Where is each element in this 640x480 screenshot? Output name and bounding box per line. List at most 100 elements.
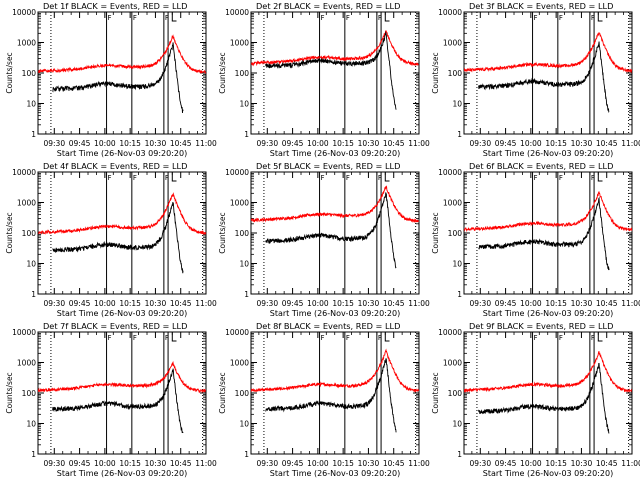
y-tick-label: 100 [448,389,463,398]
x-axis-label: Start Time (26-Nov-03 09:20:20) [270,469,400,478]
y-tick-label: 100 [235,69,250,78]
x-axis-label: Start Time (26-Nov-03 09:20:20) [483,309,613,318]
x-tick-label: 10:00 [520,299,542,308]
flag-marker-label: F [378,334,382,342]
panel-det-4: Det 4f BLACK = Events, RED = LLD 1 10 100 10… [5,161,217,318]
flag-marker-label: F [591,174,595,182]
flag-marker-label: F [378,14,382,22]
flag-marker-label: F [165,14,169,22]
x-tick-label: 09:45 [69,299,91,308]
flag-marker-label: F [108,14,112,22]
y-tick-label: 1000 [443,199,462,208]
panel-title: Det 6f BLACK = Events, RED = LLD [469,161,613,171]
plot-frame [463,171,633,295]
events-series-line [52,42,184,114]
interval-bracket [384,332,390,342]
plot-frame [463,331,633,455]
panel-title: Det 3f BLACK = Events, RED = LLD [469,1,613,11]
x-tick-label: 10:45 [170,139,192,148]
events-series-line [478,196,610,271]
y-tick-label: 1000 [17,199,36,208]
panel-det-9: Det 9f BLACK = Events, RED = LLD 1 10 100 10… [431,321,640,478]
x-tick-label: 10:15 [332,459,354,468]
x-tick-label: 10:15 [119,459,141,468]
x-tick-label: 10:15 [332,139,354,148]
y-axis-label: Counts/sec [5,212,14,253]
x-tick-label: 09:45 [69,139,91,148]
x-tick-label: 10:00 [94,299,116,308]
flag-marker-label: F [108,334,112,342]
x-axis-label: Start Time (26-Nov-03 09:20:20) [57,149,187,158]
y-tick-label: 1 [457,290,462,299]
lld-series-line [463,191,633,232]
x-tick-label: 11:00 [621,459,640,468]
y-tick-label: 100 [22,69,37,78]
y-tick-label: 1 [244,290,249,299]
interval-bracket [597,172,603,182]
x-tick-label: 09:45 [495,139,517,148]
flag-marker-label: F [346,14,350,22]
y-axis-label: Counts/sec [218,372,227,413]
flag-marker-label: F [133,174,137,182]
x-tick-label: 10:15 [545,139,567,148]
x-tick-label: 10:45 [170,299,192,308]
y-tick-label: 10 [452,420,462,429]
x-tick-label: 10:15 [332,299,354,308]
y-tick-label: 1 [244,130,249,139]
x-tick-label: 10:45 [596,299,618,308]
x-tick-label: 10:30 [358,459,380,468]
plot-frame [37,171,207,295]
events-series-line [265,358,397,433]
y-tick-label: 10000 [225,8,249,17]
panel-title: Det 9f BLACK = Events, RED = LLD [469,321,613,331]
flag-marker-label: F [591,14,595,22]
events-series-line [265,31,397,110]
plot-frame [250,171,420,295]
panel-det-2: Det 2f BLACK = Events, RED = LLD 1 10 100 10… [218,1,430,158]
lld-series-line [37,34,207,75]
x-tick-label: 10:30 [145,459,167,468]
x-tick-label: 11:00 [195,459,217,468]
y-tick-label: 10000 [12,328,36,337]
y-tick-label: 10 [239,420,249,429]
y-tick-label: 10000 [438,168,462,177]
interval-bracket [597,12,603,22]
x-tick-label: 09:30 [43,459,65,468]
y-tick-label: 10000 [12,168,36,177]
plot-frame [37,331,207,455]
y-tick-label: 1 [31,450,36,459]
y-tick-label: 10 [239,260,249,269]
panel-det-1: Det 1f BLACK = Events, RED = LLD 1 10 100 10… [5,1,217,158]
x-tick-label: 10:15 [545,459,567,468]
y-tick-label: 100 [448,229,463,238]
plot-frame [37,11,207,135]
y-axis-label: Counts/sec [5,372,14,413]
interval-bracket [384,12,390,22]
x-tick-label: 10:15 [545,299,567,308]
y-axis-label: Counts/sec [218,52,227,93]
x-axis-label: Start Time (26-Nov-03 09:20:20) [57,309,187,318]
lld-series-line [250,185,420,224]
x-tick-label: 09:30 [469,459,491,468]
flag-marker-label: F [346,174,350,182]
x-tick-label: 10:45 [383,299,405,308]
y-tick-label: 100 [22,389,37,398]
x-tick-label: 10:30 [145,299,167,308]
x-tick-label: 10:30 [145,139,167,148]
lld-series-line [463,32,633,74]
y-tick-label: 100 [448,69,463,78]
lld-series-line [38,192,207,236]
panel-title: Det 8f BLACK = Events, RED = LLD [256,321,400,331]
events-series-line [52,202,184,274]
flag-marker-label: F [591,334,595,342]
x-tick-label: 10:30 [358,139,380,148]
flag-marker-label: F [108,174,112,182]
x-tick-label: 09:30 [256,459,278,468]
panel-det-7: Det 7f BLACK = Events, RED = LLD 1 10 100 10… [5,321,217,478]
x-tick-label: 09:45 [282,139,304,148]
flag-marker-label: F [534,174,538,182]
x-tick-label: 09:30 [256,139,278,148]
x-tick-label: 10:45 [170,459,192,468]
lld-series-line [37,360,207,394]
